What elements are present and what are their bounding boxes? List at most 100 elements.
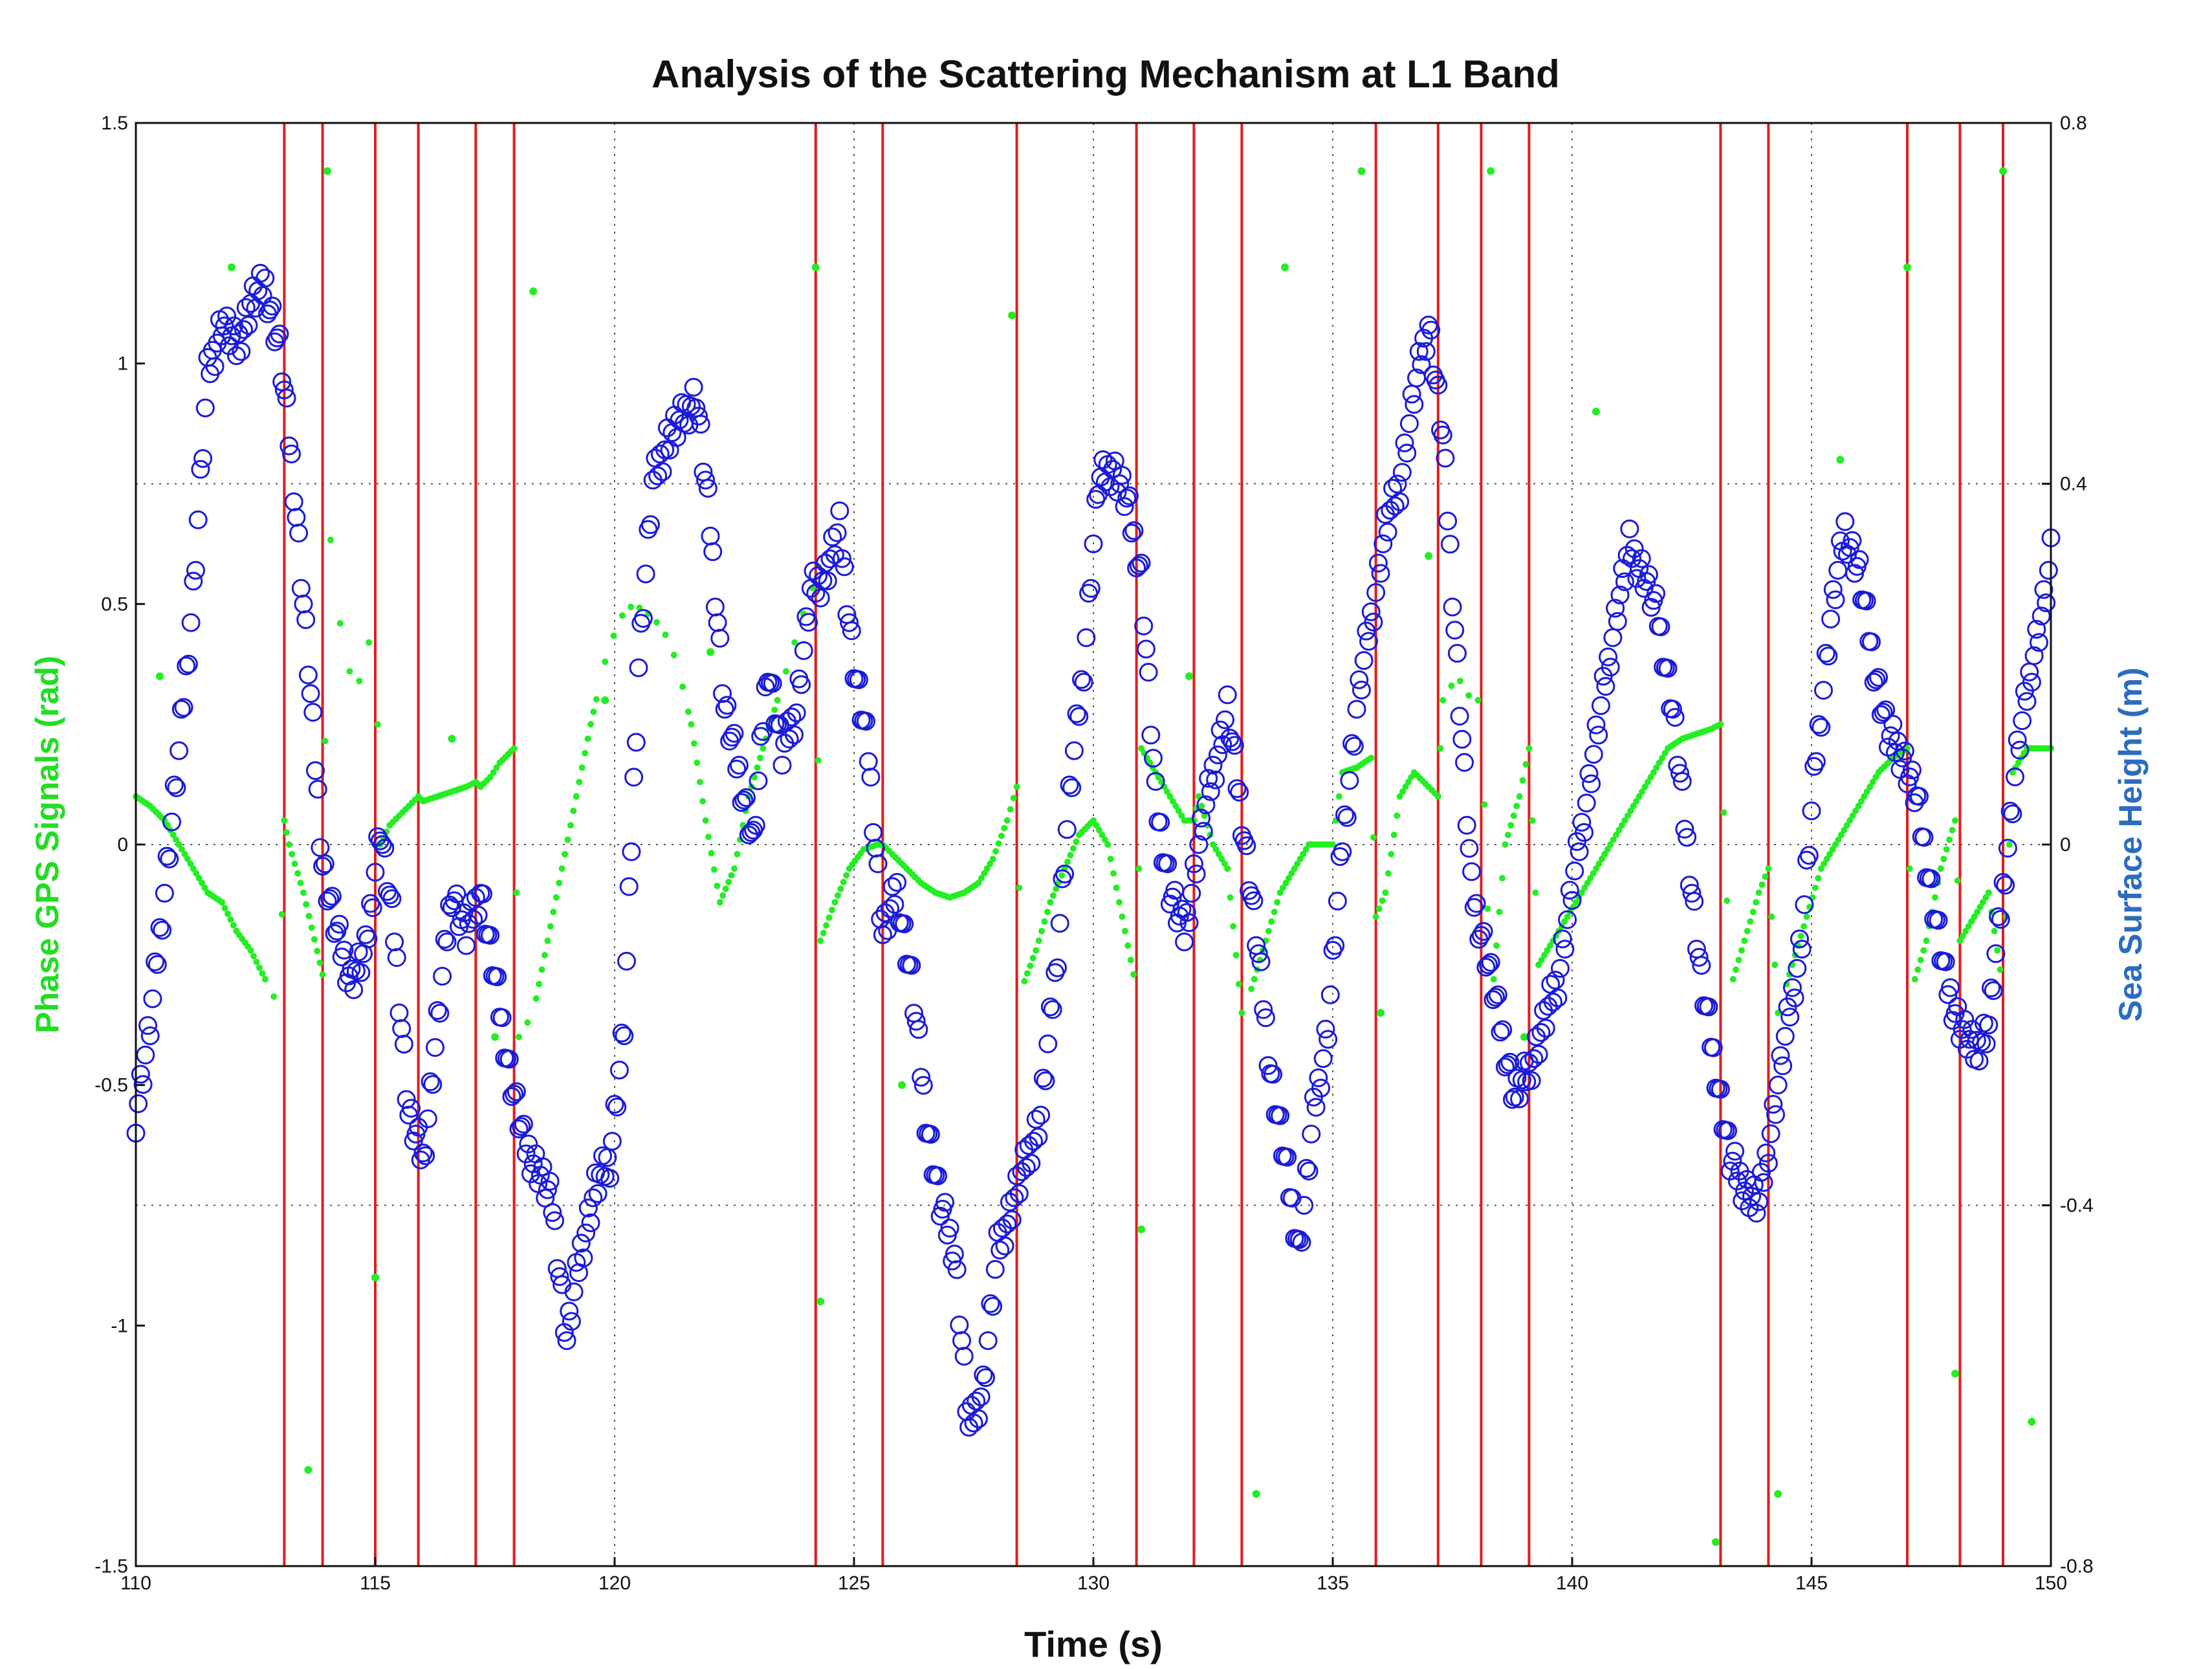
ssh-point xyxy=(270,324,289,344)
phase-point xyxy=(2028,1418,2036,1426)
ssh-point xyxy=(609,1060,629,1079)
phase-point xyxy=(1979,899,1986,906)
phase-point xyxy=(1621,817,1628,824)
phase-point xyxy=(247,947,254,954)
ssh-point xyxy=(1577,793,1596,813)
phase-point xyxy=(1592,408,1600,415)
ssh-point xyxy=(1117,489,1137,508)
phase-point xyxy=(1115,899,1122,906)
phase-point xyxy=(1823,856,1830,863)
phase-point xyxy=(584,735,591,742)
ssh-point xyxy=(1316,1019,1335,1039)
ssh-point xyxy=(830,501,849,520)
ssh-point xyxy=(1703,1038,1723,1057)
ssh-point xyxy=(363,898,382,918)
phase-point xyxy=(1282,879,1289,887)
ssh-point xyxy=(1914,828,1934,847)
ssh-point xyxy=(608,1098,627,1117)
ssh-point xyxy=(612,1023,631,1043)
ssh-point xyxy=(605,1094,624,1114)
phase-point xyxy=(1069,845,1077,852)
phase-point xyxy=(173,836,180,843)
ssh-point xyxy=(1438,511,1458,531)
ssh-point xyxy=(1764,1094,1783,1114)
ssh-point xyxy=(978,1331,998,1351)
phase-point xyxy=(558,865,565,872)
ssh-point xyxy=(1835,512,1855,531)
ssh-point xyxy=(1201,782,1220,801)
phase-point xyxy=(601,696,609,704)
phase-point xyxy=(285,841,292,848)
ssh-point xyxy=(1081,579,1101,598)
phase-point xyxy=(1633,798,1640,805)
phase-point xyxy=(843,872,850,879)
ssh-point xyxy=(1555,940,1575,959)
ssh-point xyxy=(1354,651,1374,670)
phase-point xyxy=(170,832,177,839)
ssh-point xyxy=(1258,1056,1278,1075)
ssh-point xyxy=(222,326,241,346)
phase-point xyxy=(356,678,363,685)
ssh-point xyxy=(725,724,744,743)
phase-point xyxy=(1330,841,1336,848)
ssh-point xyxy=(256,269,275,288)
phase-point xyxy=(1946,836,1953,843)
phase-point xyxy=(219,899,226,906)
ssh-point xyxy=(857,712,875,731)
ssh-point xyxy=(1213,735,1232,755)
ssh-point xyxy=(964,1413,983,1433)
phase-point xyxy=(1747,918,1754,925)
ssh-point xyxy=(289,524,309,543)
ssh-point xyxy=(1495,1057,1515,1077)
ssh-point xyxy=(1471,925,1491,945)
ssh-point xyxy=(382,889,402,909)
phase-point xyxy=(179,846,186,853)
ssh-point xyxy=(1344,736,1364,756)
phase-point xyxy=(1021,978,1028,985)
phase-point xyxy=(1405,779,1412,786)
phase-point xyxy=(816,1298,825,1306)
ssh-point xyxy=(325,924,344,944)
ssh-point xyxy=(1606,599,1625,618)
phase-point xyxy=(1801,923,1808,930)
ssh-point xyxy=(303,703,323,722)
phase-point xyxy=(544,937,551,944)
ssh-point xyxy=(626,733,646,752)
phase-point xyxy=(1917,956,1924,964)
phase-point xyxy=(1852,807,1859,814)
phase-point xyxy=(524,1019,531,1026)
phase-point xyxy=(760,745,767,752)
ssh-point xyxy=(1038,1034,1058,1054)
phase-point xyxy=(1368,755,1375,762)
ssh-point xyxy=(1452,729,1472,749)
ssh-point xyxy=(1678,828,1697,847)
phase-point xyxy=(1110,870,1117,877)
ssh-point xyxy=(171,700,191,719)
phase-point xyxy=(840,878,847,885)
ssh-point xyxy=(717,696,737,715)
phase-point xyxy=(1869,779,1876,786)
ssh-point xyxy=(1225,736,1244,755)
ssh-point xyxy=(217,306,237,326)
ssh-point xyxy=(1447,644,1467,663)
phase-point xyxy=(562,850,569,857)
phase-point xyxy=(722,885,729,892)
ssh-point xyxy=(464,910,483,929)
ssh-point xyxy=(402,1098,421,1118)
ssh-point xyxy=(1977,1034,1996,1054)
ssh-point xyxy=(1871,705,1890,724)
ssh-point xyxy=(1503,1090,1522,1109)
phase-point xyxy=(1590,870,1597,877)
ssh-point xyxy=(1869,668,1889,687)
ssh-point xyxy=(1996,876,2015,895)
ssh-point xyxy=(615,1026,634,1045)
ssh-point xyxy=(1610,585,1630,604)
ssh-point xyxy=(366,863,385,882)
phase-point xyxy=(305,912,312,920)
ssh-point xyxy=(1601,658,1620,677)
ssh-point xyxy=(2031,606,2051,626)
ssh-point xyxy=(1026,1110,1046,1129)
ssh-point xyxy=(1302,1124,1321,1144)
ssh-point xyxy=(1617,546,1637,565)
phase-point xyxy=(1720,809,1727,816)
